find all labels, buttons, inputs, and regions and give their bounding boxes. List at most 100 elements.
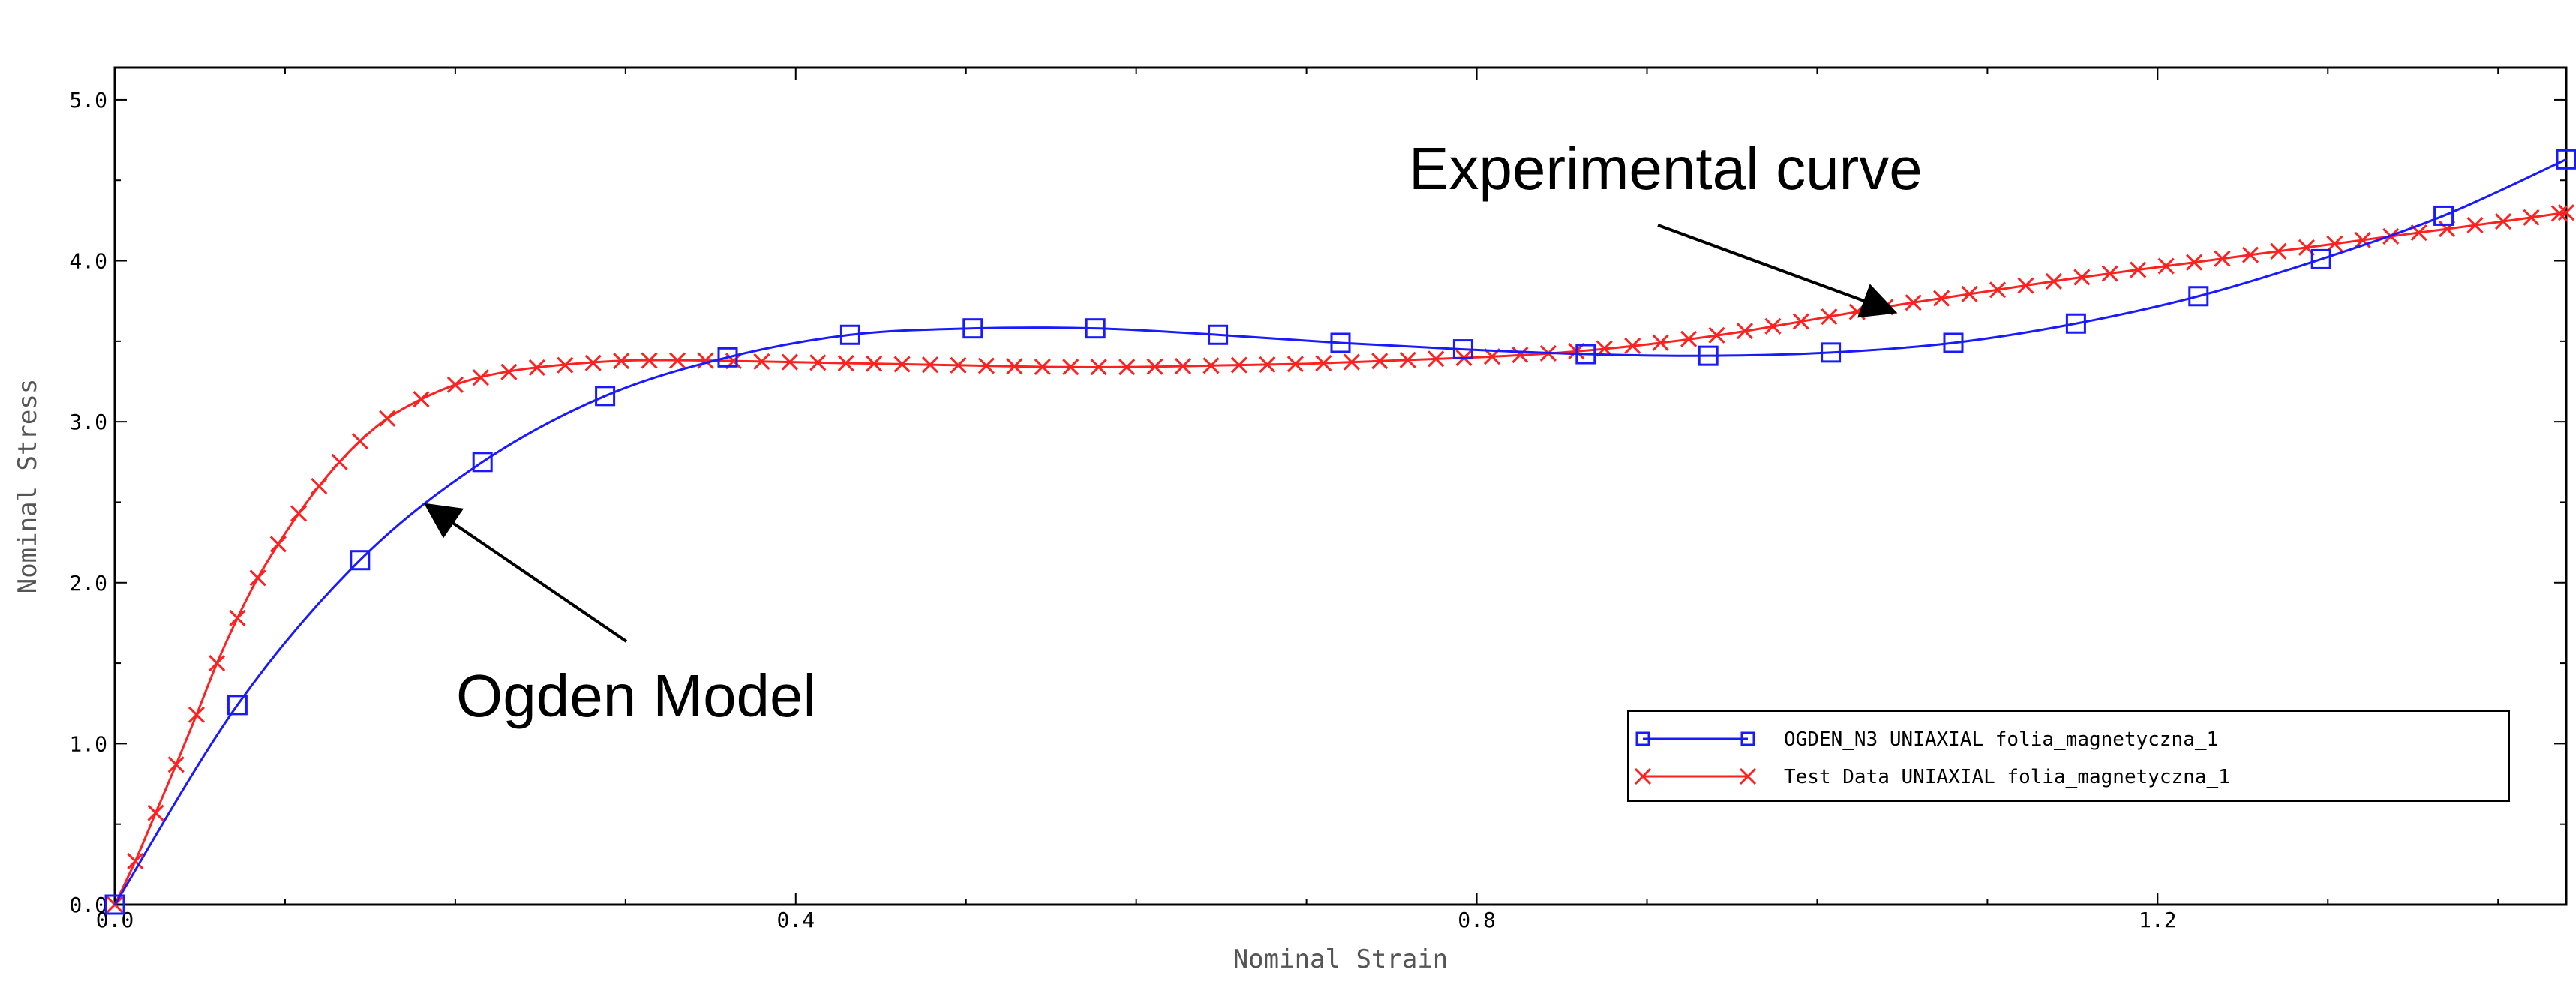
data-point-test-data (351, 432, 368, 449)
data-point-test-data (1652, 334, 1669, 351)
data-point-test-data (2241, 246, 2259, 263)
data-point-test-data (837, 354, 854, 372)
data-point-test-data (2494, 213, 2512, 230)
data-point-test-data (584, 354, 602, 371)
data-point-test-data (1175, 357, 1192, 375)
data-point-test-data (2523, 209, 2540, 226)
data-point-test-data (1961, 285, 1978, 302)
annotation-experimental-curve: Experimental curve (1409, 135, 1923, 202)
data-point-test-data (641, 352, 658, 369)
data-point-test-data (269, 536, 287, 553)
data-point-test-data (613, 352, 630, 370)
data-point-test-data (2466, 217, 2484, 234)
data-point-test-data (1736, 323, 1754, 340)
data-point-ogden (1452, 339, 1473, 360)
data-point-test-data (781, 353, 798, 371)
y-tick-label: 3.0 (69, 410, 107, 434)
x-tick-label: 0.4 (776, 908, 815, 932)
y-tick-label: 0.0 (69, 893, 107, 917)
data-point-test-data (921, 356, 939, 374)
data-point-ogden (1575, 344, 1596, 365)
data-point-test-data (1821, 308, 1838, 326)
data-point-ogden (104, 894, 125, 915)
data-point-test-data (209, 655, 226, 672)
data-point-test-data (697, 352, 714, 369)
data-point-ogden (2556, 149, 2576, 170)
data-point-test-data (1933, 290, 1950, 307)
data-point-ogden (2310, 248, 2331, 269)
data-point-test-data (1512, 346, 1529, 364)
data-point-test-data (1006, 358, 1023, 375)
data-point-ogden (2433, 205, 2454, 226)
data-point-test-data (1792, 313, 1809, 330)
data-point-test-data (950, 356, 967, 374)
data-point-test-data (2214, 250, 2231, 267)
data-point-test-data (127, 852, 144, 870)
plot-frame (113, 66, 2568, 906)
legend-marker-ogden-left (1635, 731, 1650, 746)
series-line-test-data (113, 211, 2567, 905)
data-point-test-data (977, 357, 995, 374)
series-layer (104, 149, 2576, 915)
data-point-test-data (1624, 337, 1641, 355)
data-point-test-data (557, 356, 574, 374)
data-point-test-data (1259, 356, 1276, 373)
data-point-ogden (350, 550, 371, 571)
data-point-ogden (1943, 332, 1964, 353)
y-tick-label: 2.0 (69, 571, 107, 596)
data-point-test-data (472, 369, 489, 386)
y-tick-label: 5.0 (69, 88, 107, 113)
data-point-test-data (1905, 294, 1922, 311)
data-point-ogden (2188, 286, 2209, 307)
x-tick-label: 0.0 (96, 908, 134, 932)
data-point-test-data (2550, 205, 2568, 222)
data-point-test-data (188, 706, 205, 723)
data-point-test-data (1315, 354, 1332, 372)
legend-entry-test-data: Test Data UNIAXIAL folia_magnetyczna_1 (1634, 766, 2230, 788)
legend-marker-ogden-right (1740, 731, 1755, 746)
data-point-test-data (1989, 281, 2007, 299)
data-point-test-data (809, 354, 827, 371)
data-point-test-data (311, 477, 328, 495)
y-tick-label: 1.0 (69, 731, 107, 756)
data-point-test-data (290, 505, 308, 522)
data-point-ogden (1821, 342, 1842, 363)
data-point-test-data (2017, 277, 2034, 294)
data-point-test-data (249, 569, 266, 587)
data-point-test-data (1764, 317, 1782, 335)
annotations: Experimental curve Ogden Model (423, 135, 1923, 729)
x-tick-label: 0.8 (1458, 908, 1496, 932)
data-point-test-data (1202, 357, 1220, 374)
data-point-test-data (1708, 326, 1725, 344)
data-point-test-data (2557, 204, 2575, 221)
data-point-test-data (1680, 330, 1698, 347)
data-point-test-data (229, 609, 246, 627)
data-point-test-data (2101, 265, 2118, 282)
data-point-test-data (2073, 269, 2091, 286)
data-point-test-data (2045, 272, 2062, 290)
annotation-experimental-arrow (1657, 224, 1898, 318)
data-point-ogden (717, 347, 738, 368)
x-axis-label: Nominal Strain (1233, 944, 1449, 974)
data-point-test-data (1428, 350, 1445, 368)
data-point-test-data (331, 453, 348, 470)
legend: OGDEN_N3 UNIAXIAL folia_magnetyczna_1 Te… (1627, 710, 2510, 802)
legend-label-ogden: OGDEN_N3 UNIAXIAL folia_magnetyczna_1 (1784, 728, 2218, 751)
x-axis-ticks: 0.0 0.4 0.8 1.2 (96, 68, 2499, 932)
data-point-ogden (595, 386, 616, 407)
data-point-test-data (1371, 353, 1389, 370)
data-point-ogden (472, 452, 493, 473)
data-point-test-data (379, 410, 396, 427)
data-point-test-data (446, 376, 464, 393)
data-point-test-data (413, 391, 430, 408)
data-point-ogden (1698, 345, 1719, 366)
data-point-test-data (1062, 359, 1079, 376)
y-tick-label: 4.0 (69, 249, 107, 274)
data-point-test-data (2186, 254, 2203, 271)
legend-entry-ogden: OGDEN_N3 UNIAXIAL folia_magnetyczna_1 (1635, 728, 2218, 751)
data-point-test-data (2157, 257, 2175, 275)
data-point-ogden (1085, 318, 1106, 339)
legend-marker-test-right (1739, 767, 1757, 785)
data-point-test-data (1146, 358, 1163, 375)
data-point-ogden (227, 695, 248, 716)
